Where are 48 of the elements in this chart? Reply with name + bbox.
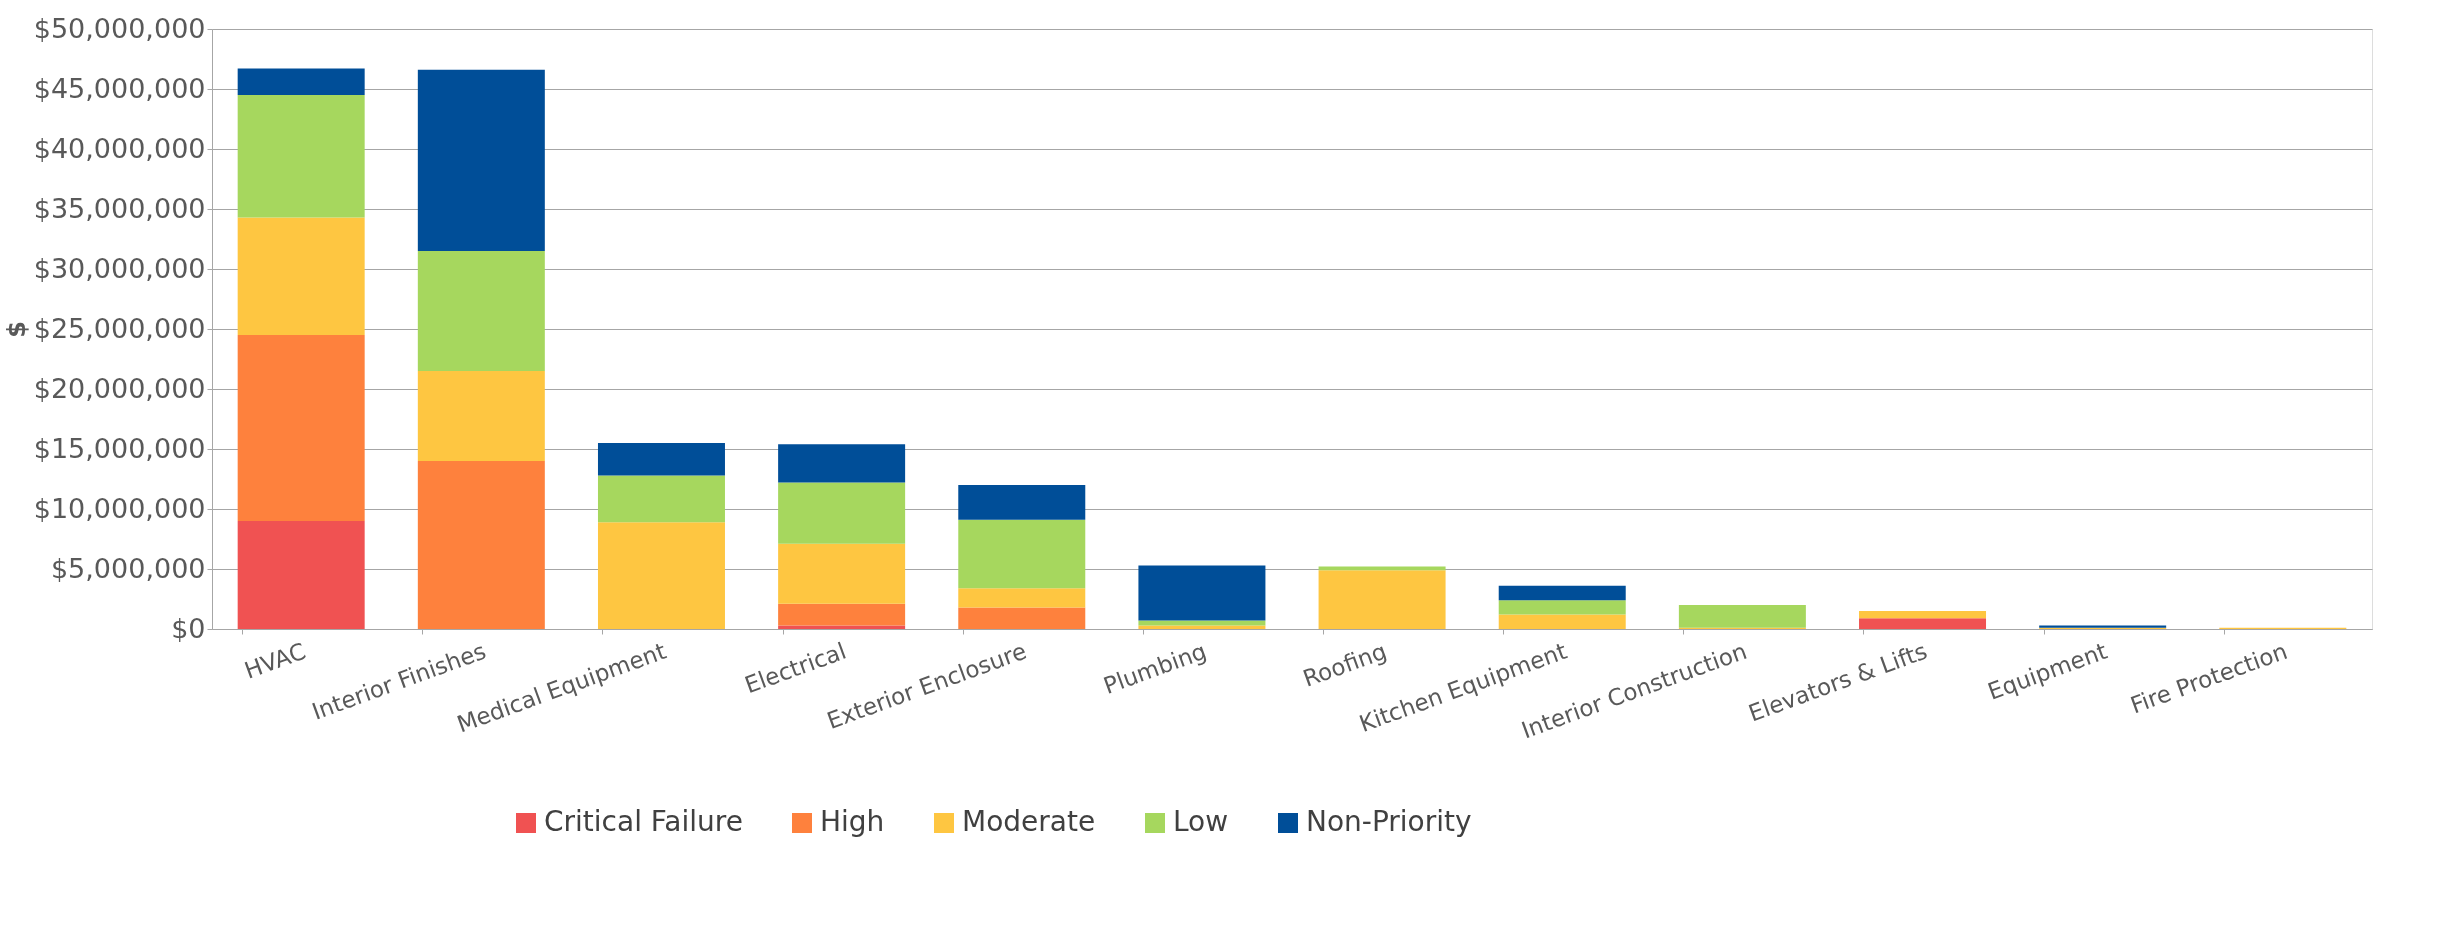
y-tick-label: $35,000,000 [33,192,206,224]
bar [1498,585,1626,601]
y-tick-label: $10,000,000 [33,492,206,524]
y-tick-label: $45,000,000 [33,72,206,104]
y-tick-label: $5,000,000 [50,552,206,584]
bar [1498,614,1626,629]
y-axis-title: $ [2,321,31,338]
bar [597,522,725,629]
bar [958,588,1086,608]
bar [597,443,725,476]
bar [237,68,365,95]
bar [778,482,906,544]
bar [1318,570,1446,629]
legend-label: Low [1173,805,1229,838]
bar [237,335,365,521]
bar [1859,611,1987,619]
bar [1498,600,1626,615]
bar [237,521,365,629]
bar [1138,565,1266,621]
bar [237,95,365,218]
bar [417,371,545,461]
bar [1138,625,1266,629]
bar [417,251,545,371]
legend-label: Non-Priority [1306,805,1472,838]
bar [958,607,1086,629]
bar [597,475,725,523]
legend-label: Critical Failure [544,805,743,838]
y-tick-label: $30,000,000 [33,252,206,284]
y-tick-label: $0 [171,612,206,644]
bar [417,461,545,629]
bar [1678,605,1806,628]
y-tick-label: $50,000,000 [33,12,206,44]
bar [778,625,906,629]
y-tick-label: $20,000,000 [33,372,206,404]
y-tick-label: $25,000,000 [33,312,206,344]
bar [958,485,1086,520]
bar [417,69,545,251]
legend-label: High [820,805,885,838]
bar [237,217,365,335]
bar [778,444,906,483]
y-tick-label: $40,000,000 [33,132,206,164]
y-tick-label: $15,000,000 [33,432,206,464]
bar [1859,618,1987,629]
bar [778,603,906,626]
legend-label: Moderate [962,805,1096,838]
bar [778,543,906,604]
x-tick-label: HVAC [240,637,310,684]
bar [958,519,1086,589]
